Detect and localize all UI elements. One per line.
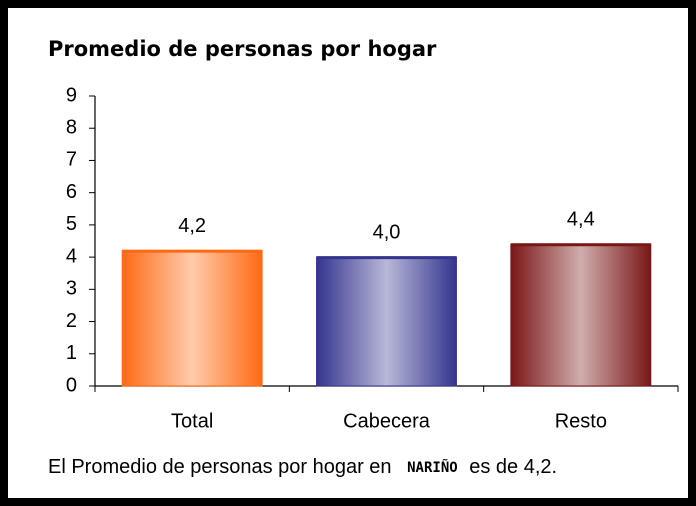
- bar: [316, 256, 457, 387]
- footnote-after: es de 4,2.: [469, 456, 557, 478]
- bar: [121, 250, 263, 387]
- data-label: 4,2: [178, 215, 206, 237]
- data-label: 4,4: [567, 209, 595, 231]
- y-tick-label: 8: [66, 117, 77, 139]
- y-tick-label: 5: [66, 213, 77, 235]
- x-tick-label: Total: [171, 410, 213, 432]
- y-tick-label: 6: [66, 181, 77, 203]
- y-tick-label: 9: [66, 84, 77, 106]
- bar-top: [316, 256, 457, 260]
- footnote-emphasis: NARIÑO: [407, 459, 458, 476]
- y-tick-label: 7: [66, 149, 77, 171]
- bar: [510, 243, 652, 387]
- y-tick-label: 0: [66, 374, 77, 396]
- bar-top: [122, 249, 263, 253]
- bar-top: [510, 243, 651, 247]
- data-label: 4,0: [373, 221, 401, 243]
- y-tick-label: 3: [66, 278, 77, 300]
- y-tick-label: 4: [66, 245, 77, 267]
- footnote-before: El Promedio de personas por hogar en: [48, 456, 392, 478]
- chart-title: Promedio de personas por hogar: [48, 37, 437, 61]
- y-tick-label: 1: [66, 342, 77, 364]
- x-tick-label: Resto: [555, 410, 607, 432]
- x-tick-label: Cabecera: [343, 410, 431, 432]
- y-tick-label: 2: [66, 310, 77, 332]
- footnote: El Promedio de personas por hogar en NAR…: [48, 456, 557, 478]
